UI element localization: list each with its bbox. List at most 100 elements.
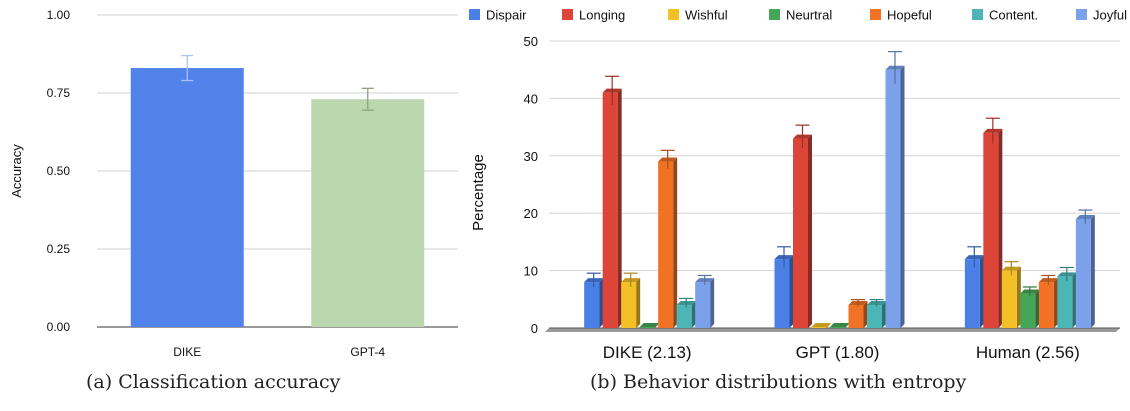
legend-label: Joyful (1093, 8, 1127, 23)
bar-joyful-0 (695, 274, 715, 328)
bar-front (658, 161, 674, 328)
bar-side (863, 301, 868, 328)
legend-label: Content. (989, 8, 1038, 23)
x-tick-label: Human (2.56) (976, 343, 1080, 362)
bar-side (1016, 266, 1021, 328)
bar-joyful-1 (885, 51, 905, 328)
bar-side (710, 278, 715, 328)
bar-dispair-2 (964, 246, 984, 328)
legend-label: Longing (579, 8, 625, 23)
bar-longing-1 (793, 124, 812, 328)
bar-front (1001, 270, 1017, 328)
bar-hopeful-2 (1038, 274, 1058, 328)
bar-front (885, 69, 901, 328)
legend-label: Dispair (486, 8, 527, 23)
bar-front (811, 327, 827, 328)
bar-content-0 (676, 297, 696, 328)
chart-floor (545, 328, 1120, 332)
bar-front (774, 259, 790, 328)
bar-side (808, 134, 812, 328)
bar-content-2 (1057, 266, 1077, 328)
y-tick-label: 0.75 (47, 86, 71, 100)
bar-side (979, 255, 984, 328)
caption-a: (a) Classification accuracy (86, 371, 341, 393)
bar-front (676, 305, 692, 328)
bar-longing-0 (602, 75, 622, 328)
bar-joyful-2 (1075, 209, 1095, 328)
y-tick-label: 40 (524, 91, 538, 106)
bar-front (1038, 282, 1054, 328)
y-tick-label: 0.50 (47, 164, 71, 178)
y-tick-label: 20 (524, 206, 538, 221)
bar-front (983, 132, 999, 328)
bar-side (636, 278, 641, 328)
bar-side (654, 323, 659, 328)
bar-side (617, 88, 622, 328)
bar-front (621, 282, 637, 328)
bar-side (599, 278, 604, 328)
bar-front (793, 138, 808, 328)
legend-label: Hopeful (887, 8, 932, 23)
legend-swatch-neurtral (769, 9, 780, 20)
y-tick-label: 0.00 (47, 320, 71, 334)
bar-side (673, 157, 678, 328)
bar-top (811, 323, 831, 327)
bar-front (584, 282, 600, 328)
bar-hopeful-0 (658, 149, 678, 328)
bar-side (998, 128, 1003, 328)
bar-neurtral-2 (1020, 286, 1040, 328)
legend-label: Wishful (685, 8, 728, 23)
legend-swatch-hopeful (870, 9, 881, 20)
bar-side (826, 323, 831, 328)
bar-side (1035, 289, 1040, 328)
bar-wishful-1 (811, 323, 831, 328)
y-tick-label: 30 (524, 149, 538, 164)
bar-side (882, 301, 886, 328)
bar-dispair-0 (584, 272, 604, 328)
bar-front (639, 327, 655, 328)
y-tick-label: 1.00 (47, 8, 71, 22)
bar-side (845, 323, 849, 328)
bar-top (830, 323, 849, 327)
bar-side (789, 255, 794, 328)
bar-front (695, 282, 711, 328)
x-tick-label: GPT-4 (350, 345, 385, 359)
y-tick-label: 10 (524, 264, 538, 279)
bar-side (1053, 278, 1058, 328)
x-tick-label: DIKE (173, 345, 201, 359)
bar-longing-2 (983, 117, 1003, 328)
behavior-distribution-chart: Dispair Longing Wishful Neurtral Hopeful Cont… (469, 8, 1127, 362)
y-axis-label: Percentage (470, 154, 487, 231)
bar-content-1 (867, 298, 886, 328)
legend-swatch-longing (562, 9, 573, 20)
bar-side (1090, 214, 1095, 328)
bar-neurtral-0 (639, 323, 659, 328)
bar-hopeful-1 (848, 298, 868, 328)
bar-dispair-1 (774, 246, 794, 328)
legend-swatch-content (972, 9, 983, 20)
bar-front (602, 92, 618, 328)
x-tick-label: GPT (1.80) (796, 343, 880, 362)
bar-side (900, 65, 905, 328)
bar-wishful-0 (621, 272, 641, 328)
legend-label: Neurtral (786, 8, 832, 23)
bar-wishful-2 (1001, 261, 1021, 328)
legend-swatch-joyful (1076, 9, 1087, 20)
caption-b: (b) Behavior distributions with entropy (590, 371, 967, 393)
bar-side (691, 301, 696, 328)
legend-swatch-wishful (668, 9, 679, 20)
bar-front (1075, 218, 1091, 328)
y-tick-label: 50 (524, 34, 538, 49)
bar-gpt-4 (311, 99, 425, 328)
bar-dike (130, 68, 244, 327)
bar-side (1072, 272, 1077, 328)
y-tick-label: 0 (531, 321, 538, 336)
bar-front (867, 305, 882, 328)
legend-swatch-dispair (469, 9, 480, 20)
bar-front (1057, 276, 1073, 328)
accuracy-chart: 0.00 0.25 0.50 0.75 1.00 Accuracy DIKE GPT-4 (9, 8, 458, 359)
bar-front (1020, 293, 1036, 328)
bar-neurtral-1 (830, 323, 849, 328)
bar-front (964, 259, 980, 328)
